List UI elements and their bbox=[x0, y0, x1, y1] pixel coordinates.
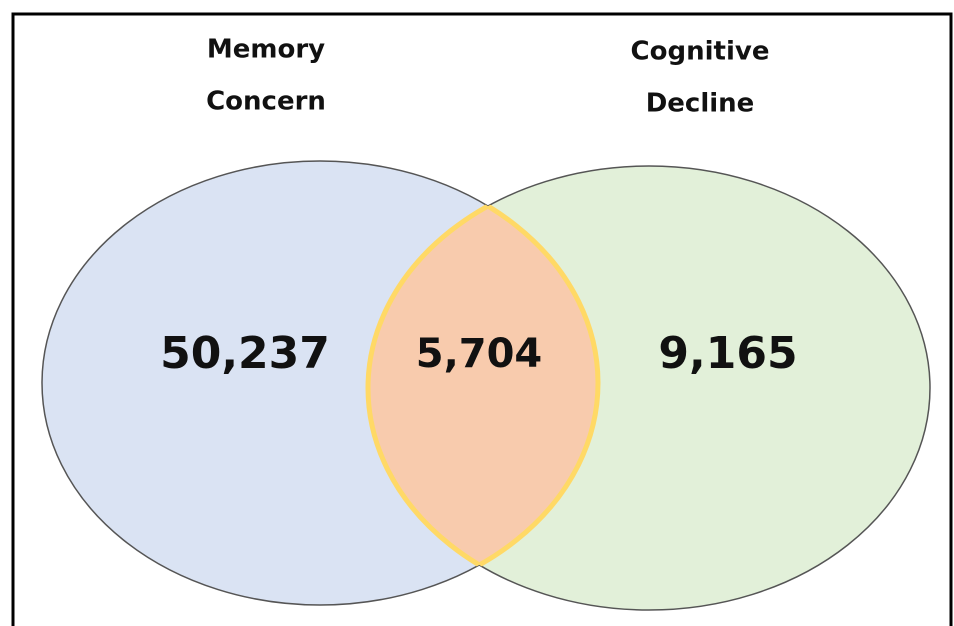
intersection bbox=[365, 163, 598, 605]
intersection-outline bbox=[368, 166, 601, 608]
set-count: 9,165 bbox=[658, 328, 797, 379]
intersection-count: 5,704 bbox=[416, 331, 543, 377]
intersection-edge bbox=[368, 166, 601, 608]
set-label: Decline bbox=[646, 89, 755, 119]
intersection-fill bbox=[365, 163, 598, 605]
frame bbox=[11, 12, 953, 626]
set-label: Cognitive bbox=[631, 37, 770, 67]
set-count: 50,237 bbox=[160, 328, 330, 379]
set-label: Concern bbox=[206, 87, 326, 117]
set-label: Memory bbox=[207, 35, 325, 65]
